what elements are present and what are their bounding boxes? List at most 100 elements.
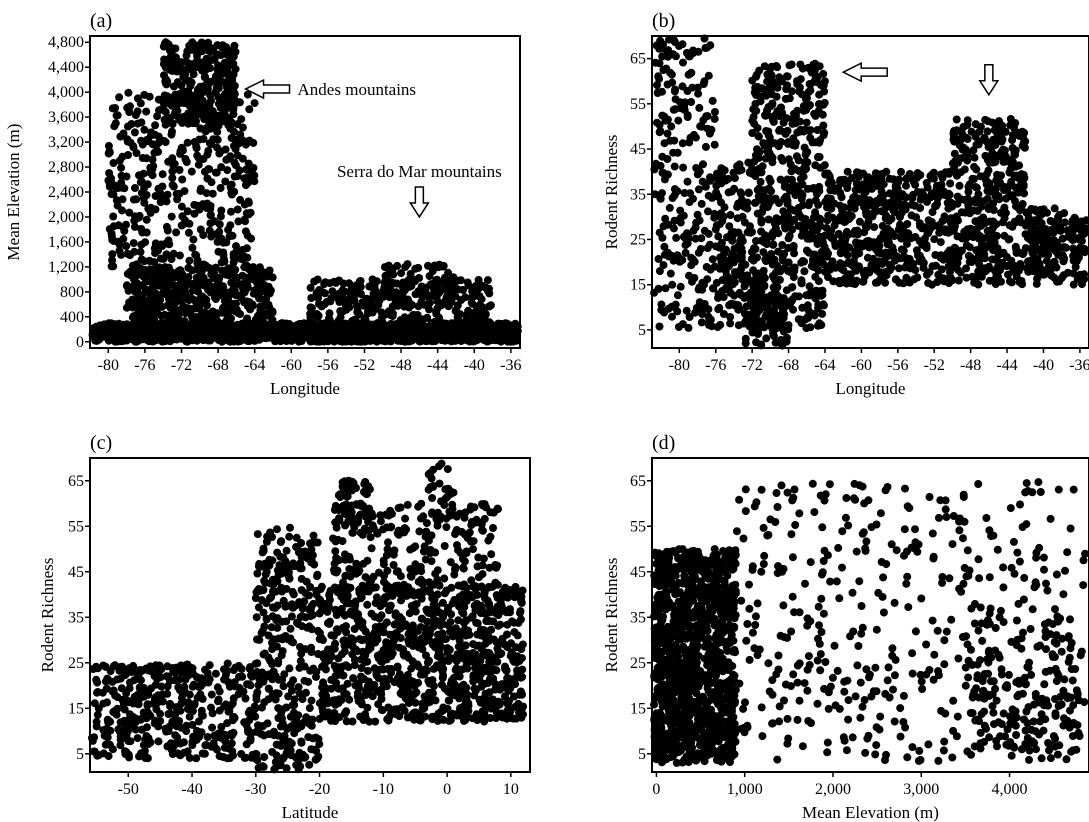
data-point xyxy=(145,257,154,265)
data-point xyxy=(737,165,746,174)
data-point xyxy=(168,127,176,136)
data-point xyxy=(976,172,985,181)
data-point xyxy=(695,216,704,225)
y-tick-label: 2,800 xyxy=(48,159,84,176)
data-point xyxy=(924,279,933,287)
data-point xyxy=(173,195,182,204)
data-point xyxy=(718,287,727,295)
data-point xyxy=(194,160,203,169)
data-point xyxy=(265,266,274,275)
data-point xyxy=(768,272,777,280)
data-point xyxy=(878,221,887,230)
data-point xyxy=(798,191,807,199)
data-point xyxy=(991,185,1000,193)
data-point xyxy=(221,177,230,186)
data-point xyxy=(160,91,169,100)
data-point xyxy=(683,87,692,95)
data-point xyxy=(220,78,229,87)
data-point xyxy=(262,323,271,332)
data-point xyxy=(478,314,486,323)
data-point xyxy=(971,256,980,265)
data-point xyxy=(701,142,710,151)
data-point xyxy=(230,172,239,181)
data-point xyxy=(991,267,1000,276)
data-point xyxy=(767,196,776,205)
data-point xyxy=(152,266,161,274)
data-point xyxy=(716,253,725,262)
data-point xyxy=(206,205,215,214)
data-point xyxy=(188,63,196,72)
data-point xyxy=(811,161,820,170)
data-point xyxy=(673,291,682,300)
data-point xyxy=(923,229,932,238)
data-point xyxy=(189,295,198,304)
data-point xyxy=(702,112,711,121)
data-point xyxy=(673,148,682,157)
data-point xyxy=(999,248,1008,257)
data-point xyxy=(686,133,695,142)
x-tick-label: -44 xyxy=(427,357,448,374)
data-point xyxy=(816,287,825,296)
data-point xyxy=(689,49,698,57)
x-axis-label: Longitude xyxy=(270,379,340,398)
data-point xyxy=(168,318,176,327)
data-point xyxy=(387,311,396,320)
data-point xyxy=(136,178,145,187)
data-point xyxy=(240,215,249,224)
data-point xyxy=(778,251,787,260)
data-point xyxy=(784,155,793,164)
data-point xyxy=(383,276,392,285)
data-point xyxy=(950,167,959,176)
data-point xyxy=(162,250,171,259)
data-point xyxy=(142,215,151,224)
data-point xyxy=(151,192,160,200)
data-point xyxy=(236,254,245,263)
data-point xyxy=(148,171,157,180)
data-point xyxy=(676,282,685,291)
data-point xyxy=(177,202,186,211)
data-point xyxy=(734,321,743,330)
data-point xyxy=(798,257,807,265)
data-point xyxy=(775,275,784,284)
data-point xyxy=(704,320,713,329)
data-point xyxy=(440,285,449,294)
data-point xyxy=(186,280,195,288)
data-point xyxy=(655,322,664,331)
data-point xyxy=(843,231,852,240)
data-point xyxy=(185,256,194,265)
data-point xyxy=(912,213,921,222)
data-point xyxy=(162,222,171,231)
data-point xyxy=(694,89,703,98)
data-point xyxy=(730,244,739,253)
data-point xyxy=(838,243,847,251)
data-point xyxy=(890,232,899,240)
data-point xyxy=(161,138,170,147)
data-point xyxy=(276,323,285,332)
data-point xyxy=(294,330,303,338)
data-point xyxy=(267,307,276,316)
data-point xyxy=(243,173,252,182)
data-point xyxy=(164,236,173,245)
data-point xyxy=(916,222,924,231)
data-point xyxy=(979,135,988,144)
data-point xyxy=(944,192,953,201)
data-point xyxy=(964,187,973,196)
data-point xyxy=(697,199,706,208)
data-point xyxy=(435,313,444,322)
data-point xyxy=(183,336,192,345)
data-point xyxy=(131,111,140,119)
data-point xyxy=(751,245,760,253)
data-point xyxy=(804,201,813,210)
data-point xyxy=(787,167,796,176)
data-point xyxy=(792,152,801,161)
y-axis-label: Mean Elevation (m) xyxy=(4,124,23,261)
data-point xyxy=(241,330,250,339)
data-point xyxy=(224,225,233,234)
data-point xyxy=(172,59,181,68)
data-point xyxy=(406,270,415,278)
data-point xyxy=(310,277,319,286)
data-point xyxy=(200,330,209,338)
data-point xyxy=(939,274,948,283)
data-point xyxy=(264,282,273,291)
